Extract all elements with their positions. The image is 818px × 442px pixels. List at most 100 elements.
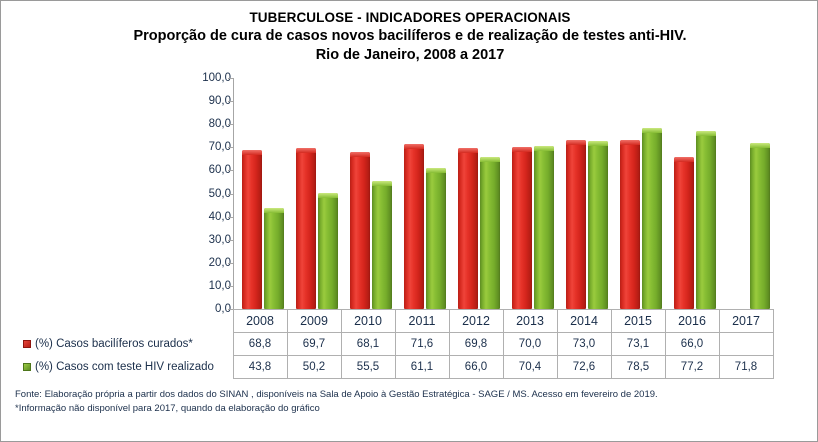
table-value-cell: 55,5: [340, 355, 396, 379]
bar[interactable]: [588, 141, 608, 309]
bar-group: [449, 78, 503, 309]
table-year-header: 2010: [340, 309, 396, 333]
table-value-cell: 73,0: [556, 332, 612, 356]
bar-group: [287, 78, 341, 309]
bar[interactable]: [642, 127, 662, 309]
y-tick-mark: [228, 309, 233, 310]
legend-label-text: (%) Casos com teste HIV realizado: [35, 361, 214, 373]
bars-container: [233, 78, 773, 309]
bar-group: [395, 78, 449, 309]
bar[interactable]: [458, 147, 478, 309]
bar[interactable]: [534, 146, 554, 309]
table-value-cell: 77,2: [664, 355, 720, 379]
y-tick-label: 70,0: [208, 141, 231, 154]
bar[interactable]: [242, 150, 262, 309]
table-year-header: 2009: [286, 309, 342, 333]
table-year-header: 2017: [718, 309, 774, 333]
chart-subtitle: Proporção de cura de casos novos bacilíf…: [133, 28, 687, 44]
y-tick-mark: [228, 170, 233, 172]
bar[interactable]: [566, 140, 586, 309]
table-value-cell: 66,0: [448, 355, 504, 379]
table-corner-cell: [17, 310, 233, 333]
table-value-cell: 70,0: [502, 332, 558, 356]
y-tick-mark: [228, 285, 233, 287]
table-year-header: 2011: [394, 309, 450, 333]
bar-group: [503, 78, 557, 309]
y-tick-label: 80,0: [208, 118, 231, 131]
y-tick-label: 60,0: [208, 164, 231, 177]
bar-group: [719, 78, 773, 309]
bar-group: [233, 78, 287, 309]
y-tick-label: 90,0: [208, 95, 231, 108]
table-value-cell: [718, 332, 774, 356]
table-year-header: 2013: [502, 309, 558, 333]
table-year-header: 2016: [664, 309, 720, 333]
legend-swatch-red-icon: [23, 340, 31, 348]
y-tick-mark: [228, 216, 233, 218]
table-row: (%) Casos bacilíferos curados* 68,8 69,7 68…: [17, 332, 774, 356]
y-tick-mark: [228, 147, 233, 149]
table-value-cell: 71,6: [394, 332, 450, 356]
y-tick-label: 0,0: [215, 303, 231, 315]
legend-row-label: (%) Casos bacilíferos curados*: [17, 332, 234, 356]
bar[interactable]: [512, 147, 532, 309]
bar[interactable]: [674, 156, 694, 309]
y-tick-mark: [228, 262, 233, 264]
footnote-note: *Informação não disponível para 2017, qu…: [15, 402, 320, 414]
table-value-cell: 72,6: [556, 355, 612, 379]
y-tick-label: 30,0: [208, 233, 231, 246]
legend-swatch-green-icon: [23, 363, 31, 371]
table-year-header: 2012: [448, 309, 504, 333]
legend-label-text: (%) Casos bacilíferos curados*: [35, 338, 193, 350]
bar[interactable]: [620, 140, 640, 309]
bar-group: [665, 78, 719, 309]
table-value-cell: 61,1: [394, 355, 450, 379]
bar[interactable]: [750, 143, 770, 309]
table-row: (%) Casos com teste HIV realizado 43,8 50,…: [17, 355, 774, 379]
table-value-cell: 43,8: [232, 355, 288, 379]
y-tick-label: 20,0: [208, 256, 231, 269]
y-tick-label: 40,0: [208, 210, 231, 223]
y-tick-mark: [228, 239, 233, 241]
y-tick-mark: [228, 101, 233, 103]
bar[interactable]: [426, 167, 446, 309]
table-value-cell: 50,2: [286, 355, 342, 379]
y-tick-label: 50,0: [208, 187, 231, 200]
bar-group: [341, 78, 395, 309]
table-year-header: 2014: [556, 309, 612, 333]
table-value-cell: 71,8: [718, 355, 774, 379]
bar[interactable]: [350, 151, 370, 309]
bar[interactable]: [264, 207, 284, 309]
table-value-cell: 68,1: [340, 332, 396, 356]
y-axis-line: [233, 78, 234, 310]
y-tick-mark: [228, 193, 233, 195]
table-year-header: 2015: [610, 309, 666, 333]
table-value-cell: 69,8: [448, 332, 504, 356]
legend-row-label: (%) Casos com teste HIV realizado: [17, 355, 234, 379]
table-value-cell: 66,0: [664, 332, 720, 356]
y-tick-label: 10,0: [208, 279, 231, 292]
table-value-cell: 70,4: [502, 355, 558, 379]
table-header-row: 2008 2009 2010 2011 2012 2013 2014 2015 2016 2017: [17, 309, 774, 333]
table-value-cell: 78,5: [610, 355, 666, 379]
footnote-source: Fonte: Elaboração própria a partir dos d…: [15, 389, 658, 400]
y-tick-mark: [228, 124, 233, 126]
bar[interactable]: [696, 130, 716, 309]
chart-title: TUBERCULOSE - INDICADORES OPERACIONAIS: [249, 10, 571, 25]
bar-group: [557, 78, 611, 309]
bar[interactable]: [372, 180, 392, 309]
bar[interactable]: [296, 148, 316, 309]
bar[interactable]: [404, 143, 424, 309]
table-year-header: 2008: [232, 309, 288, 333]
y-tick-label: 100,0: [202, 72, 231, 84]
bar[interactable]: [480, 156, 500, 309]
table-value-cell: 73,1: [610, 332, 666, 356]
chart-title-block: TUBERCULOSE - INDICADORES OPERACIONAIS P…: [1, 8, 817, 65]
y-tick-mark: [228, 78, 233, 79]
bar[interactable]: [318, 193, 338, 309]
table-value-cell: 69,7: [286, 332, 342, 356]
bar-group: [611, 78, 665, 309]
table-value-cell: 68,8: [232, 332, 288, 356]
